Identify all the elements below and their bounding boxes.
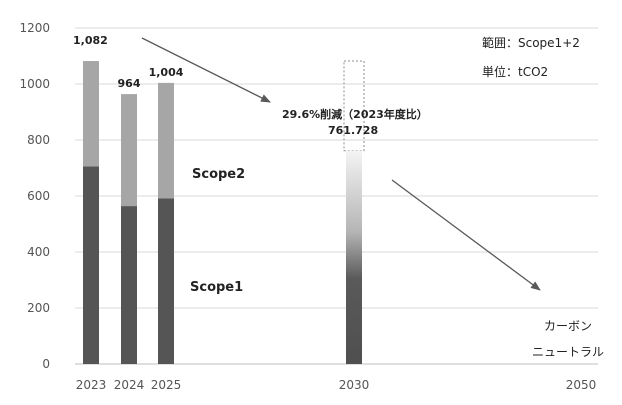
reduction-annotation: 29.6%削減（2023年度比） — [282, 107, 428, 121]
bar-2025-scope2 — [158, 82, 174, 199]
bar-2030-target-outline — [343, 60, 365, 152]
bar-2023-scope1 — [83, 166, 99, 364]
y-axis-ticks: 0 200 400 600 800 1000 1200 — [19, 21, 50, 371]
unit-note: 単位：tCO2 — [482, 64, 548, 79]
value-2030-label: 761.728 — [328, 124, 378, 137]
x-tick-label-2050: 2050 — [566, 378, 597, 392]
bar-2024-scope2 — [121, 94, 137, 207]
bar-2023-scope2 — [83, 61, 99, 167]
y-tick-label-600: 600 — [27, 189, 50, 203]
x-tick-label-2025: 2025 — [151, 378, 182, 392]
y-tick-label-1000: 1000 — [19, 77, 50, 91]
y-tick-label-1200: 1200 — [19, 21, 50, 35]
y-tick-label-0: 0 — [42, 357, 50, 371]
bar-2025-scope1 — [158, 198, 174, 364]
trend-arrow-2 — [391, 179, 541, 291]
trend-arrow-1 — [141, 37, 271, 103]
y-tick-label-200: 200 — [27, 301, 50, 315]
y-tick-label-800: 800 — [27, 133, 50, 147]
scope2-series-label: Scope2 — [192, 167, 245, 182]
data-label-2025: 1,004 — [149, 66, 184, 79]
data-label-2023: 1,082 — [73, 34, 108, 47]
y-tick-label-400: 400 — [27, 245, 50, 259]
x-axis-ticks: 2023 2024 2025 2030 2050 — [76, 378, 597, 392]
data-label-2024: 964 — [118, 77, 141, 90]
scope1-series-label: Scope1 — [190, 280, 243, 295]
x-tick-label-2024: 2024 — [114, 378, 145, 392]
x-tick-label-2030: 2030 — [339, 378, 370, 392]
carbon-neutral-label-line1: カーボン — [544, 319, 592, 333]
bar-2030-total — [346, 150, 362, 364]
carbon-neutral-label-line2: ニュートラル — [532, 345, 604, 359]
bars: 1,082 964 1,004 — [73, 34, 365, 364]
bar-2024-scope1 — [121, 206, 137, 364]
x-tick-label-2023: 2023 — [76, 378, 107, 392]
range-note: 範囲：Scope1+2 — [482, 35, 580, 50]
